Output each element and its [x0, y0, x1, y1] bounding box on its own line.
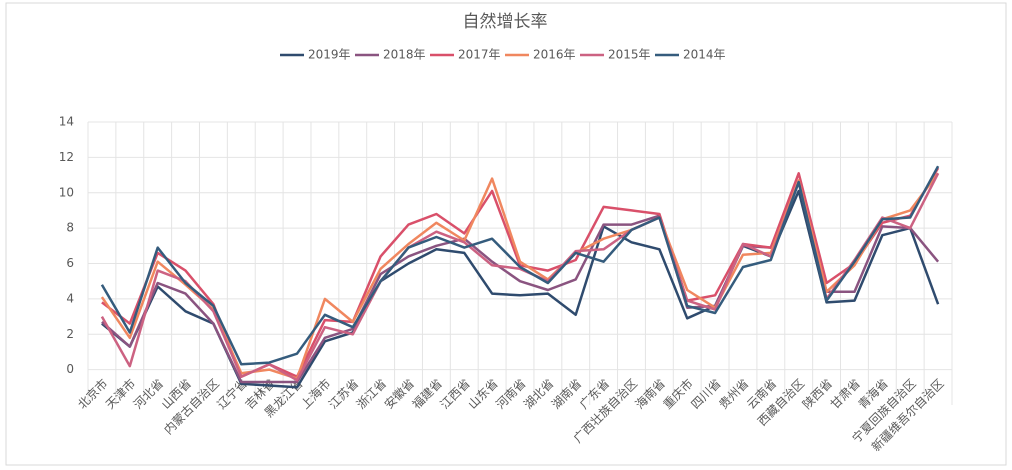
y-tick-label: 4 [66, 291, 74, 305]
legend-label: 2016年 [533, 48, 576, 62]
series-line [100, 165, 940, 366]
legend-label: 2018年 [383, 48, 426, 62]
series-line [100, 172, 940, 380]
y-tick-label: 10 [59, 185, 74, 199]
y-tick-label: 12 [59, 150, 74, 164]
series-line [101, 189, 940, 389]
y-tick-label: 6 [66, 256, 74, 270]
legend-label: 2019年 [308, 48, 351, 62]
y-tick-label: 14 [59, 115, 74, 129]
y-tick-label: 2 [66, 327, 74, 341]
legend-label: 2017年 [458, 48, 501, 62]
legend-label: 2014年 [683, 48, 726, 62]
y-tick-label: 0 [66, 362, 74, 376]
legend-label: 2015年 [608, 48, 651, 62]
chart-title: 自然增长率 [463, 12, 548, 32]
y-tick-label: 8 [66, 221, 74, 235]
